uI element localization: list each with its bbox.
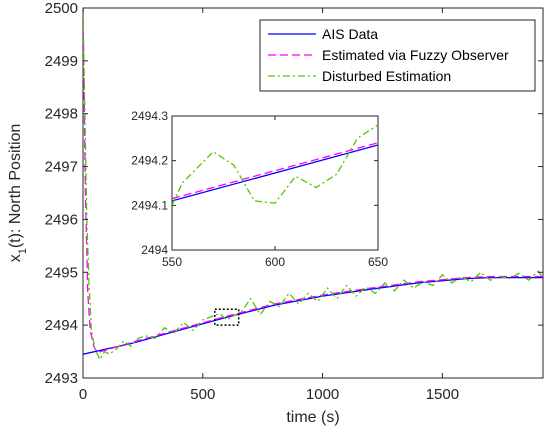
inset-x-axis-ticks: 550 600 650 bbox=[162, 116, 388, 269]
inset-y-axis-ticks: 2494 2494.1 2494.2 2494.3 bbox=[131, 109, 378, 257]
series-line-1 bbox=[83, 276, 543, 355]
inset-x-tick-label: 550 bbox=[162, 255, 182, 269]
legend: AIS Data Estimated via Fuzzy Observer Dist… bbox=[259, 19, 536, 92]
y-axis-label: x1(t): North Position bbox=[7, 124, 29, 263]
legend-label-3: Disturbed Estimation bbox=[322, 68, 451, 84]
y-tick-label: 2494 bbox=[45, 317, 78, 334]
inset-series-line-1 bbox=[172, 144, 378, 202]
y-tick-label: 2496 bbox=[45, 211, 78, 228]
legend-label-2: Estimated via Fuzzy Observer bbox=[322, 47, 509, 63]
y-tick-label: 2497 bbox=[45, 159, 78, 176]
inset-y-tick-label: 2494 bbox=[141, 243, 168, 257]
inset-x-tick-label: 600 bbox=[265, 255, 285, 269]
inset-axes: 550 600 650 2494 2494.1 2494.2 2494.3 bbox=[131, 109, 388, 269]
y-tick-label: 2499 bbox=[45, 53, 78, 70]
y-tick-label: 2495 bbox=[45, 264, 78, 281]
x-tick-label: 0 bbox=[79, 386, 87, 403]
x-axis-ticks: 0 500 1000 1500 bbox=[79, 8, 459, 403]
y-tick-label: 2500 bbox=[45, 0, 78, 17]
series-line-2 bbox=[83, 8, 543, 354]
x-tick-label: 500 bbox=[190, 386, 215, 403]
inset-y-tick-label: 2494.3 bbox=[131, 109, 168, 123]
inset-y-tick-label: 2494.2 bbox=[131, 154, 168, 168]
legend-label-1: AIS Data bbox=[322, 26, 378, 42]
x-tick-label: 1000 bbox=[306, 386, 339, 403]
legend-items: AIS Data Estimated via Fuzzy Observer Dist… bbox=[268, 26, 509, 84]
inset-y-tick-label: 2494.1 bbox=[131, 198, 168, 212]
series-line-3 bbox=[83, 8, 543, 361]
main-series-group bbox=[83, 8, 543, 361]
inset-x-tick-label: 650 bbox=[368, 255, 388, 269]
y-axis-ticks: 2493 2494 2495 2496 2497 2498 2499 2500 bbox=[45, 0, 543, 387]
x-tick-label: 1500 bbox=[426, 386, 459, 403]
inset-series-line-3 bbox=[172, 124, 378, 206]
y-tick-label: 2498 bbox=[45, 106, 78, 123]
x-axis-label: time (s) bbox=[286, 409, 339, 426]
inset-series-group bbox=[172, 124, 378, 206]
inset-plot-frame bbox=[171, 115, 379, 251]
y-tick-label: 2493 bbox=[45, 370, 78, 387]
